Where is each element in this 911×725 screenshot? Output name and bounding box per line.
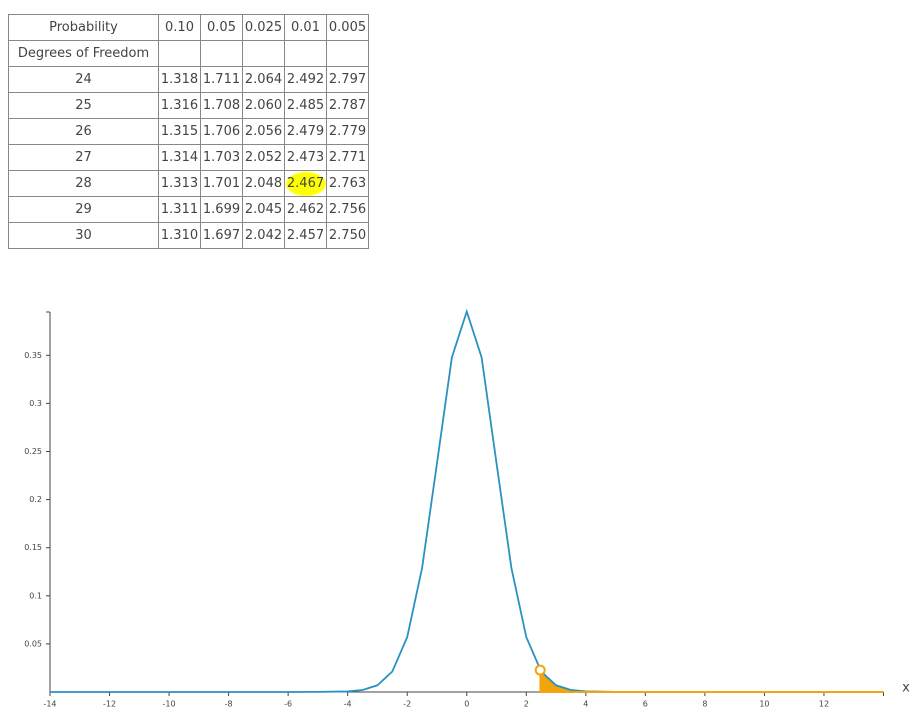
tail-area xyxy=(539,668,884,693)
critical-point xyxy=(534,664,546,676)
table-row: 29 1.311 1.699 2.045 2.462 2.756 xyxy=(8,196,369,223)
table-cell: 2.462 xyxy=(284,196,327,223)
table-cell: 2.485 xyxy=(284,92,327,119)
table-cell: 2.042 xyxy=(242,222,285,249)
table-cell: 26 xyxy=(8,118,159,145)
table-cell: 2.779 xyxy=(326,118,369,145)
x-tick-label: -10 xyxy=(163,700,176,709)
y-tick-label: 0.3 xyxy=(29,399,42,408)
table-cell: 2.473 xyxy=(284,144,327,171)
table-cell: 2.048 xyxy=(242,170,285,197)
table-cell: 24 xyxy=(8,66,159,93)
table-row: 30 1.310 1.697 2.042 2.457 2.750 xyxy=(8,222,369,249)
y-tick-label: 0.25 xyxy=(24,447,42,456)
x-axis-label: x xyxy=(902,681,910,696)
table-cell: 0.10 xyxy=(158,14,201,41)
table-cell: 1.708 xyxy=(200,92,243,119)
y-tick-label: 0.1 xyxy=(29,591,42,600)
table-row: 27 1.314 1.703 2.052 2.473 2.771 xyxy=(8,144,369,171)
x-tick-label: 8 xyxy=(702,700,707,709)
x-tick-label: 12 xyxy=(819,700,829,709)
x-tick-label: 10 xyxy=(759,700,769,709)
y-tick-label: 0.15 xyxy=(24,543,42,552)
x-tick-label: -12 xyxy=(103,700,116,709)
table-cell: 2.492 xyxy=(284,66,327,93)
table-cell: 2.479 xyxy=(284,118,327,145)
x-tick-label: 2 xyxy=(524,700,529,709)
x-tick-label: 6 xyxy=(643,700,648,709)
table-row: Probability 0.10 0.05 0.025 0.01 0.005 xyxy=(8,14,369,41)
y-tick-label: 0.2 xyxy=(29,495,42,504)
table-cell: 2.467 xyxy=(284,170,327,197)
table-cell: 0.025 xyxy=(242,14,285,41)
density-curve xyxy=(50,308,884,693)
x-tick-label: 4 xyxy=(583,700,588,709)
table-cell: 1.310 xyxy=(158,222,201,249)
table-row: 25 1.316 1.708 2.060 2.485 2.787 xyxy=(8,92,369,119)
t-table: Probability 0.10 0.05 0.025 0.01 0.005 Degrees… xyxy=(8,14,369,249)
x-tick-label: -4 xyxy=(344,700,352,709)
table-cell: 27 xyxy=(8,144,159,171)
table-cell: 1.314 xyxy=(158,144,201,171)
table-cell: 2.457 xyxy=(284,222,327,249)
table-row: 24 1.318 1.711 2.064 2.492 2.797 xyxy=(8,66,369,93)
table-cell: 2.045 xyxy=(242,196,285,223)
x-tick-label: -6 xyxy=(284,700,292,709)
table-cell: Degrees of Freedom xyxy=(8,40,159,67)
table-cell xyxy=(284,40,327,67)
y-tick-label: 0.35 xyxy=(24,351,42,360)
table-cell: 2.060 xyxy=(242,92,285,119)
table-cell: 2.064 xyxy=(242,66,285,93)
table-cell: 1.699 xyxy=(200,196,243,223)
table-cell: 1.313 xyxy=(158,170,201,197)
table-cell: 28 xyxy=(8,170,159,197)
table-cell: Probability xyxy=(8,14,159,41)
x-tick-label: -2 xyxy=(403,700,411,709)
table-cell: 2.797 xyxy=(326,66,369,93)
table-cell: 2.771 xyxy=(326,144,369,171)
table-cell xyxy=(158,40,201,67)
table-cell xyxy=(242,40,285,67)
table-cell: 30 xyxy=(8,222,159,249)
x-tick-label: -8 xyxy=(225,700,233,709)
table-cell: 29 xyxy=(8,196,159,223)
table-cell: 1.697 xyxy=(200,222,243,249)
table-cell: 2.763 xyxy=(326,170,369,197)
table-cell: 2.787 xyxy=(326,92,369,119)
table-cell: 2.750 xyxy=(326,222,369,249)
x-tick-label: 0 xyxy=(464,700,469,709)
y-tick-label: 0.05 xyxy=(24,639,42,648)
table-cell: 1.711 xyxy=(200,66,243,93)
table-cell: 0.005 xyxy=(326,14,369,41)
x-tick-label: -14 xyxy=(43,700,56,709)
